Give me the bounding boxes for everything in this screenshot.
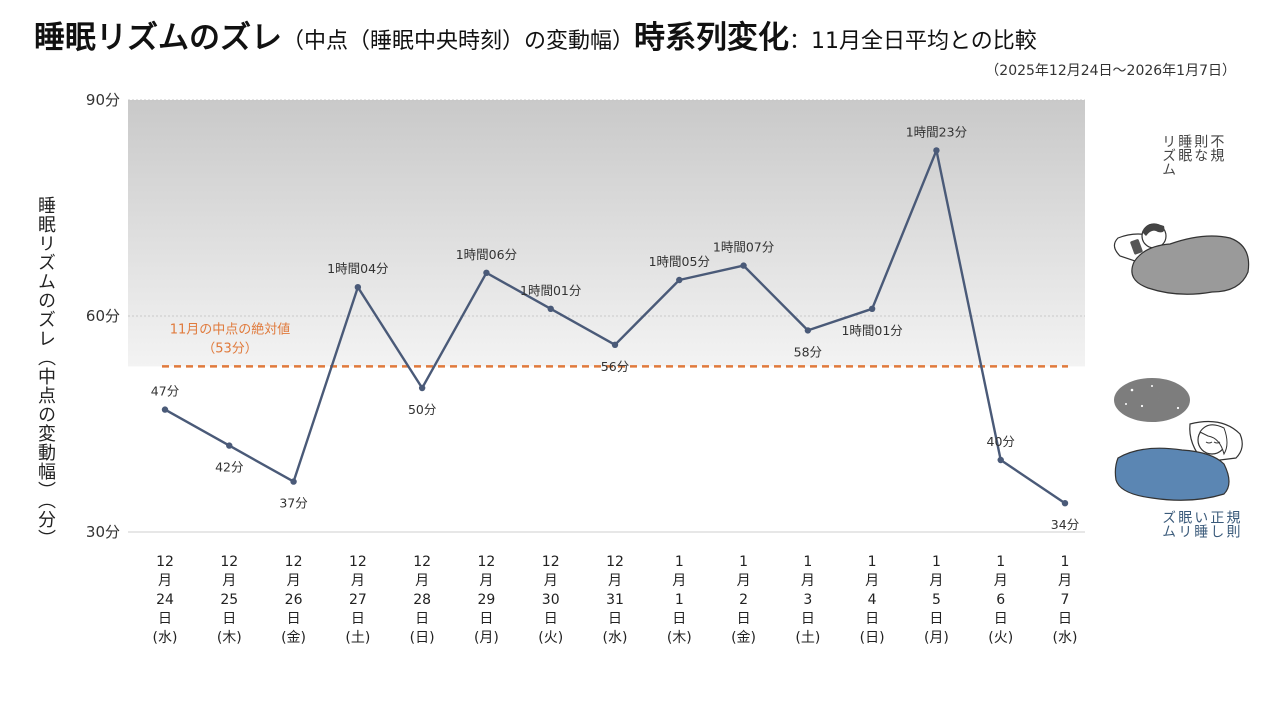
x-tick-label: 12 月 25 日(木): [217, 554, 242, 646]
title-main2: 時系列変化: [634, 20, 790, 56]
x-tick-label: 12 月 28 日(日): [410, 554, 435, 646]
data-point: [676, 276, 683, 284]
data-point: [611, 341, 619, 348]
blanket-icon: [1114, 447, 1230, 501]
night-sky-illustration: [1114, 378, 1190, 422]
data-label: 1時間06分: [456, 247, 517, 262]
x-tick-label: 12 月 27 日(土): [345, 554, 370, 646]
data-label: 1時間07分: [713, 240, 774, 255]
irregular-sleeper-illustration: [1113, 223, 1250, 295]
y-axis-label: 睡眠リズムのズレ（中点の変動幅）（分）: [35, 196, 56, 548]
data-label: 34分: [1051, 517, 1079, 532]
data-label: 1時間23分: [906, 124, 967, 139]
reference-label: 11月の中点の絶対値: [170, 321, 291, 337]
closed-eyes-icon: [1205, 441, 1221, 444]
data-label: 42分: [215, 460, 243, 475]
data-label: 56分: [601, 359, 629, 374]
star-icon: [1151, 385, 1153, 387]
data-point: [933, 147, 940, 154]
x-tick-label: 1 月 5 日(月): [924, 554, 949, 646]
star-icon: [1125, 403, 1127, 405]
title-paren: （中点（睡眠中央時刻）の変動幅）: [282, 29, 635, 54]
gridlines: [128, 99, 1085, 533]
period-label: （2025年12月24日～2026年1月7日）: [985, 63, 1236, 79]
x-axis-labels: 12 月 24 日(水) 12 月 25 日(木) 12 月 26 日(金) 12 月 27 日(土) 12 月 2…: [153, 554, 1078, 646]
x-tick-label: 12 月 31 日(水): [603, 554, 628, 646]
data-point: [740, 262, 747, 269]
star-icon: [1176, 406, 1180, 410]
x-tick-label: 12 月 26 日(金): [281, 554, 306, 646]
chart-title: 睡眠リズムのズレ（中点（睡眠中央時刻）の変動幅）時系列変化：11月全日平均との比…: [34, 12, 1037, 57]
x-tick-label: 1 月 7 日(水): [1053, 554, 1078, 646]
x-tick-label: 1 月 1 日(木): [667, 554, 692, 646]
x-tick-label: 1 月 2 日(金): [731, 554, 756, 646]
blanket-icon: [1131, 235, 1250, 295]
y-tick-label: 60分: [86, 307, 120, 325]
x-tick-label: 12 月 30 日(火): [538, 554, 563, 646]
x-tick-label: 12 月 24 日(水): [153, 554, 178, 646]
data-label: 58分: [794, 344, 822, 359]
x-tick-label: 1 月 4 日(日): [860, 554, 885, 646]
data-labels: 47分42分37分1時間04分50分1時間06分1時間01分56分1時間05分1…: [151, 124, 1079, 532]
data-point: [1061, 500, 1069, 507]
data-points: [161, 147, 1069, 507]
hair-icon: [1142, 224, 1165, 236]
star-icon: [1140, 404, 1144, 408]
data-point: [804, 327, 812, 334]
data-label: 37分: [279, 496, 307, 511]
x-tick-label: 12 月 29 日(月): [474, 554, 499, 646]
data-label: 40分: [987, 434, 1015, 449]
data-label: 1時間01分: [841, 323, 902, 338]
y-tick-label: 30分: [86, 523, 120, 541]
irregular-zone-shading: [128, 100, 1085, 367]
data-point: [483, 269, 490, 276]
phone-icon: [1130, 239, 1143, 255]
data-point: [161, 406, 169, 413]
reference-value-label: （53分）: [202, 341, 258, 356]
regular-sleeper-illustration: [1114, 421, 1243, 501]
irregular-rhythm-label: 不規 則な 睡眠 リズム: [1160, 134, 1225, 176]
y-axis-ticks: 90分 60分 30分: [86, 91, 120, 541]
data-point: [354, 284, 362, 291]
data-point: [868, 305, 876, 312]
data-point: [226, 442, 233, 449]
night-cloud-icon: [1114, 378, 1190, 422]
data-point: [547, 305, 554, 312]
data-point: [290, 478, 297, 485]
data-label: 1時間01分: [520, 283, 581, 298]
x-tick-label: 1 月 6 日(火): [988, 554, 1013, 646]
data-point: [418, 384, 426, 392]
hair-icon: [1199, 424, 1228, 456]
regular-rhythm-label: 規則 正し い睡 眠リ ズム: [1160, 510, 1241, 538]
data-point: [997, 456, 1004, 464]
title-main: 睡眠リズムのズレ: [34, 20, 282, 56]
star-icon: [1130, 388, 1134, 392]
data-label: 1時間05分: [649, 254, 710, 269]
data-label: 50分: [408, 402, 436, 417]
data-label: 47分: [151, 384, 179, 399]
y-tick-label: 90分: [86, 91, 120, 109]
x-tick-label: 1 月 3 日(土): [795, 554, 820, 646]
data-label: 1時間04分: [327, 261, 388, 276]
title-sub: ：11月全日平均との比較: [789, 29, 1037, 54]
